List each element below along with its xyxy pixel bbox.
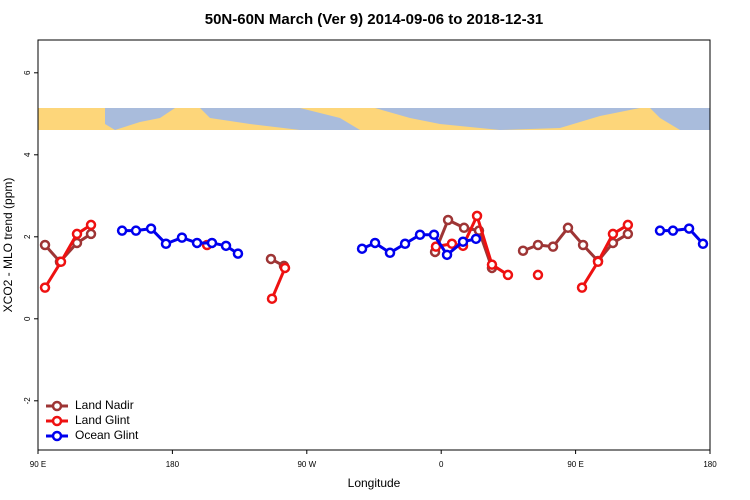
point (55, 256, 67, 268)
point (532, 269, 544, 281)
x-tick-label: 90 W (297, 460, 316, 469)
point (486, 259, 498, 270)
series-line (43, 223, 92, 289)
x-tick-label: 90 E (567, 460, 583, 469)
point (654, 225, 666, 236)
x-axis-label: Longitude (348, 476, 401, 490)
point (428, 229, 440, 240)
point (39, 239, 51, 251)
series-line (270, 267, 287, 300)
legend-marker (51, 430, 63, 442)
x-tick-label: 180 (703, 460, 717, 469)
point (667, 225, 679, 236)
point (191, 237, 203, 249)
point (176, 232, 188, 243)
point (130, 225, 142, 236)
point (279, 262, 291, 274)
point (502, 269, 514, 281)
series-line (580, 223, 629, 289)
point (622, 228, 634, 240)
legend-label: Land Nadir (75, 398, 134, 412)
point (232, 248, 244, 259)
point (39, 282, 51, 293)
point (85, 228, 97, 240)
legend-label: Land Glint (75, 413, 130, 427)
point (441, 249, 453, 261)
point (399, 238, 411, 250)
point (414, 229, 426, 240)
point (576, 282, 588, 293)
plot-frame (37, 39, 711, 451)
point (577, 239, 589, 251)
point (116, 225, 128, 236)
point (220, 240, 232, 252)
point (622, 219, 634, 231)
chart-title: 50N-60N March (Ver 9) 2014-09-06 to 2018… (205, 11, 544, 28)
y-tick-label: -2 (23, 397, 32, 405)
point (265, 253, 277, 265)
point (592, 256, 604, 268)
x-tick-label: 180 (166, 460, 180, 469)
map-ocean (105, 108, 710, 130)
series-line (659, 227, 705, 245)
point (442, 214, 454, 226)
series-line (43, 232, 92, 264)
point (457, 236, 469, 247)
point (547, 241, 559, 252)
map-band (38, 108, 710, 130)
point (532, 239, 544, 251)
legend-marker (51, 400, 63, 412)
point (697, 238, 709, 250)
point (71, 228, 83, 240)
point (446, 238, 458, 250)
y-tick-label: 4 (23, 152, 32, 157)
point (160, 238, 172, 250)
point (470, 233, 482, 245)
x-tick-label: 90 E (30, 460, 46, 469)
point (562, 222, 574, 234)
x-tick-label: 0 (439, 460, 444, 469)
point (458, 222, 470, 234)
point (683, 223, 695, 234)
point (384, 247, 396, 259)
legend-label: Ocean Glint (75, 428, 139, 442)
y-tick-label: 0 (23, 316, 32, 321)
y-axis-label: XCO2 - MLO trend (ppm) (1, 178, 15, 313)
point (145, 223, 157, 234)
y-tick-label: 6 (23, 70, 32, 75)
point (356, 243, 368, 254)
point (471, 210, 483, 222)
point (206, 237, 218, 249)
point (266, 293, 278, 304)
point (369, 237, 381, 249)
point (85, 219, 97, 231)
point (517, 245, 529, 256)
y-tick-label: 2 (23, 234, 32, 239)
point (607, 228, 619, 240)
legend-marker (51, 415, 63, 427)
